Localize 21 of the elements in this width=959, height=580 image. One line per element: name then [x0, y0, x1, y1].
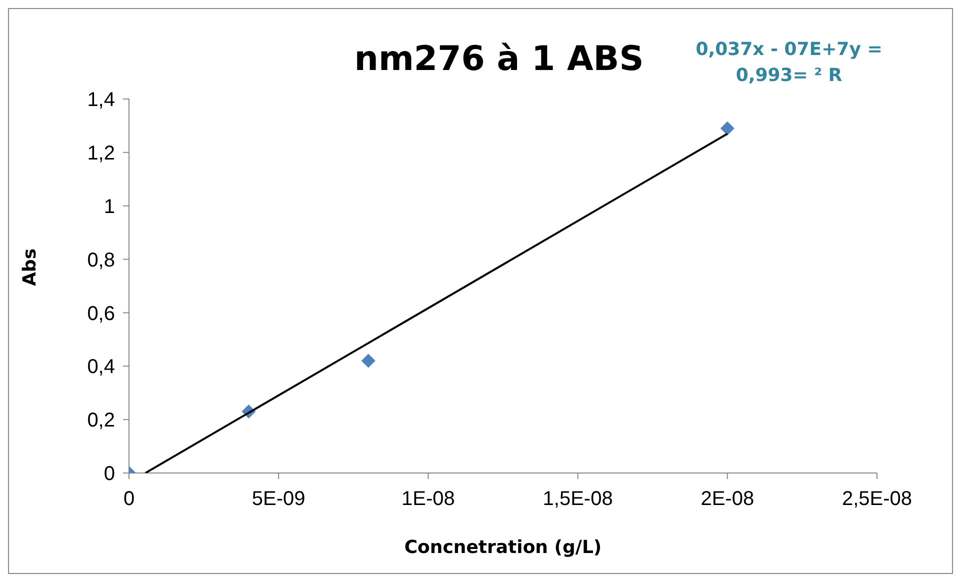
- y-tick-label: 0: [104, 463, 115, 486]
- x-tick-label: 0: [123, 488, 135, 510]
- y-tick-label: 1: [104, 196, 115, 218]
- y-tick-label: 0,2: [87, 410, 115, 432]
- y-tick-label: 1,2: [87, 142, 115, 165]
- y-tick-label: 1,4: [87, 89, 115, 112]
- y-tick-label: 0,6: [87, 302, 115, 325]
- x-tick-label: 1,5E-08: [542, 488, 613, 510]
- y-axis-title: Abs: [19, 248, 40, 286]
- text: 0,037x - 07E+7y =: [694, 38, 884, 62]
- point: [361, 354, 376, 368]
- y-tick-label: 0,8: [87, 249, 115, 272]
- point: [720, 121, 734, 136]
- x-axis-title: Concnetration (g/L): [404, 537, 602, 558]
- y-tick-label: 0,4: [87, 356, 115, 378]
- x-tick-label: 1E-08: [402, 488, 455, 510]
- x-tick-label: 5E-09: [252, 488, 306, 510]
- chart-title: nm276 à 1 ABS: [353, 39, 645, 79]
- x-tick-label: 2E-08: [700, 488, 754, 510]
- text: 0,993= ² R: [734, 64, 844, 88]
- x-tick-label: 2,5E-08: [842, 488, 912, 510]
